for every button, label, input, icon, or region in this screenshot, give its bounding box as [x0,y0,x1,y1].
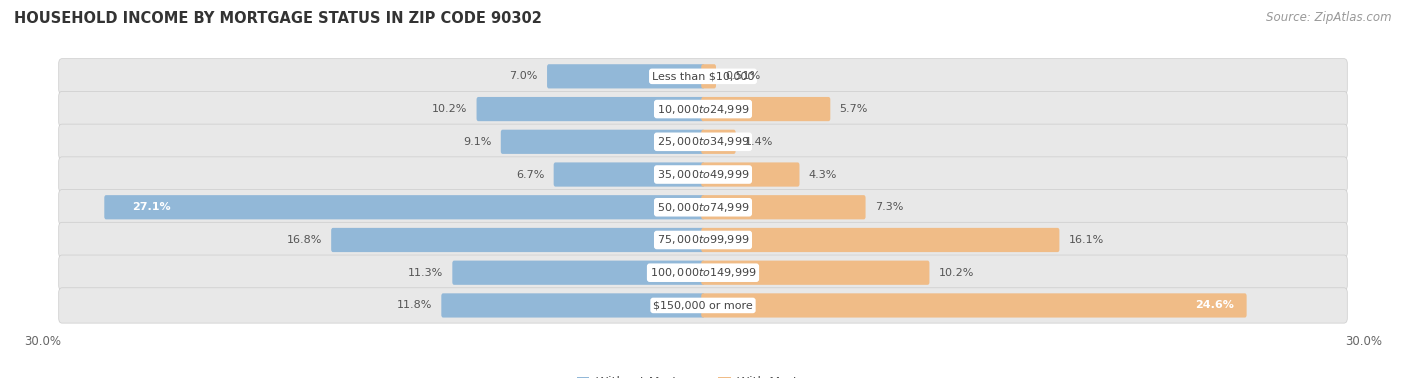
FancyBboxPatch shape [59,91,1347,127]
FancyBboxPatch shape [59,124,1347,160]
Legend: Without Mortgage, With Mortgage: Without Mortgage, With Mortgage [572,371,834,378]
FancyBboxPatch shape [702,195,866,219]
FancyBboxPatch shape [554,163,704,187]
FancyBboxPatch shape [702,64,716,88]
FancyBboxPatch shape [702,260,929,285]
FancyBboxPatch shape [477,97,704,121]
FancyBboxPatch shape [441,293,704,318]
Text: $75,000 to $99,999: $75,000 to $99,999 [657,234,749,246]
FancyBboxPatch shape [702,228,1059,252]
FancyBboxPatch shape [702,97,831,121]
FancyBboxPatch shape [702,130,735,154]
FancyBboxPatch shape [59,222,1347,258]
Text: $100,000 to $149,999: $100,000 to $149,999 [650,266,756,279]
Text: $150,000 or more: $150,000 or more [654,301,752,310]
Text: Less than $10,000: Less than $10,000 [652,71,754,81]
Text: Source: ZipAtlas.com: Source: ZipAtlas.com [1267,11,1392,24]
FancyBboxPatch shape [702,293,1247,318]
Text: HOUSEHOLD INCOME BY MORTGAGE STATUS IN ZIP CODE 90302: HOUSEHOLD INCOME BY MORTGAGE STATUS IN Z… [14,11,541,26]
Text: 11.3%: 11.3% [408,268,443,278]
FancyBboxPatch shape [104,195,704,219]
Text: 1.4%: 1.4% [745,137,773,147]
FancyBboxPatch shape [59,59,1347,94]
Text: 5.7%: 5.7% [839,104,868,114]
Text: 11.8%: 11.8% [396,301,432,310]
FancyBboxPatch shape [59,190,1347,225]
Text: 16.8%: 16.8% [287,235,322,245]
FancyBboxPatch shape [547,64,704,88]
Text: 16.1%: 16.1% [1069,235,1104,245]
Text: 10.2%: 10.2% [432,104,467,114]
FancyBboxPatch shape [453,260,704,285]
Text: 9.1%: 9.1% [463,137,492,147]
Text: 7.3%: 7.3% [875,202,903,212]
Text: 24.6%: 24.6% [1195,301,1234,310]
Text: 10.2%: 10.2% [939,268,974,278]
Text: 27.1%: 27.1% [132,202,172,212]
Text: 4.3%: 4.3% [808,169,837,180]
Text: $35,000 to $49,999: $35,000 to $49,999 [657,168,749,181]
FancyBboxPatch shape [501,130,704,154]
Text: $25,000 to $34,999: $25,000 to $34,999 [657,135,749,148]
FancyBboxPatch shape [332,228,704,252]
FancyBboxPatch shape [59,157,1347,192]
FancyBboxPatch shape [59,255,1347,290]
Text: 6.7%: 6.7% [516,169,544,180]
Text: $50,000 to $74,999: $50,000 to $74,999 [657,201,749,214]
Text: $10,000 to $24,999: $10,000 to $24,999 [657,102,749,116]
Text: 0.51%: 0.51% [725,71,761,81]
FancyBboxPatch shape [702,163,800,187]
FancyBboxPatch shape [59,288,1347,323]
Text: 7.0%: 7.0% [509,71,537,81]
